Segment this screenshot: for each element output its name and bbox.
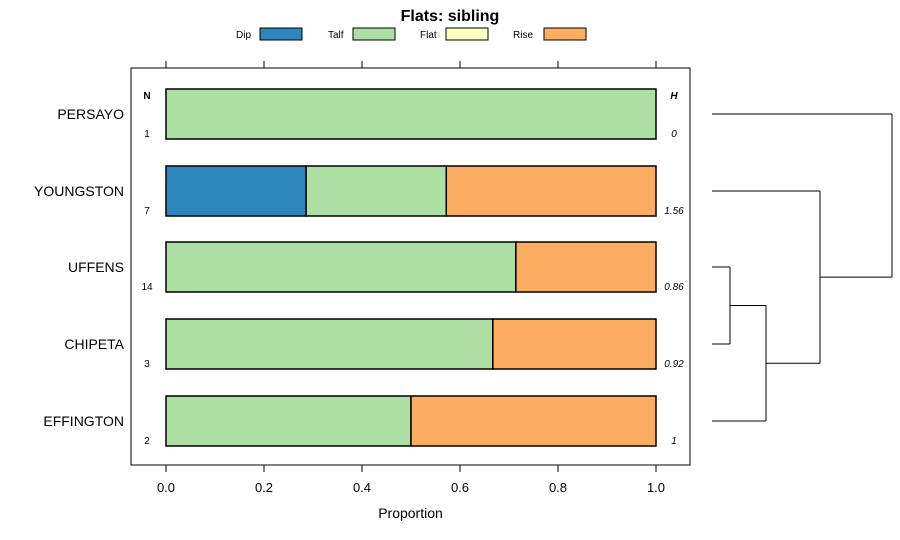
bar-effington-rise	[410, 395, 657, 447]
h-value-effington: 1	[671, 436, 677, 447]
h-value-uffens: 0.86	[664, 282, 684, 293]
x-tick-label: 1.0	[647, 480, 665, 495]
bar-chipeta-talf	[165, 318, 494, 370]
legend: Dip Talf Flat Rise	[236, 27, 587, 41]
category-label-uffens: UFFENS	[68, 259, 124, 275]
h-value-youngston: 1.56	[664, 206, 684, 217]
x-axis: 0.0 0.2 0.4 0.6 0.8 1.0	[157, 61, 665, 495]
plot-frame	[130, 67, 691, 466]
legend-swatch-dip	[259, 27, 303, 41]
x-tick-label: 0.2	[255, 480, 273, 495]
bar-uffens-talf	[165, 241, 517, 293]
category-label-effington: EFFINGTON	[43, 413, 124, 429]
legend-swatch-flat	[445, 27, 489, 41]
dendrogram	[712, 113, 893, 422]
h-value-chipeta: 0.92	[664, 359, 684, 370]
bar-chipeta-rise	[492, 318, 657, 370]
x-tick-label: 0.4	[353, 480, 371, 495]
x-tick-label: 0.6	[451, 480, 469, 495]
legend-label-flat: Flat	[420, 30, 437, 41]
chart-title: Flats: sibling	[401, 8, 500, 25]
bar-youngston-rise	[445, 165, 657, 217]
legend-label-talf: Talf	[328, 30, 344, 41]
n-value-persayo: 1	[144, 129, 150, 140]
category-label-persayo: PERSAYO	[57, 106, 124, 122]
legend-swatch-rise	[543, 27, 587, 41]
x-tick-label: 0.8	[549, 480, 567, 495]
n-value-uffens: 14	[141, 282, 153, 293]
n-value-effington: 2	[144, 436, 150, 447]
n-value-youngston: 7	[144, 206, 150, 217]
category-label-youngston: YOUNGSTON	[34, 183, 124, 199]
n-column-header: N	[143, 91, 150, 102]
h-column-header: H	[670, 91, 678, 102]
bar-youngston-dip	[165, 165, 307, 217]
x-axis-label: Proportion	[378, 505, 443, 521]
legend-swatch-talf	[352, 27, 396, 41]
h-value-persayo: 0	[671, 129, 677, 140]
x-tick-label: 0.0	[157, 480, 175, 495]
legend-label-dip: Dip	[236, 30, 251, 41]
bar-persayo-talf	[165, 88, 657, 140]
category-label-chipeta: CHIPETA	[64, 336, 124, 352]
bar-effington-talf	[165, 395, 412, 447]
legend-label-rise: Rise	[513, 30, 533, 41]
bar-youngston-talf	[305, 165, 448, 217]
n-value-chipeta: 3	[144, 359, 150, 370]
bar-uffens-rise	[515, 241, 657, 293]
bars: PERSAYO 1 0 YOUNGSTON 7 1.56 UFFENS 14 0.86 CHIPE…	[34, 88, 684, 447]
